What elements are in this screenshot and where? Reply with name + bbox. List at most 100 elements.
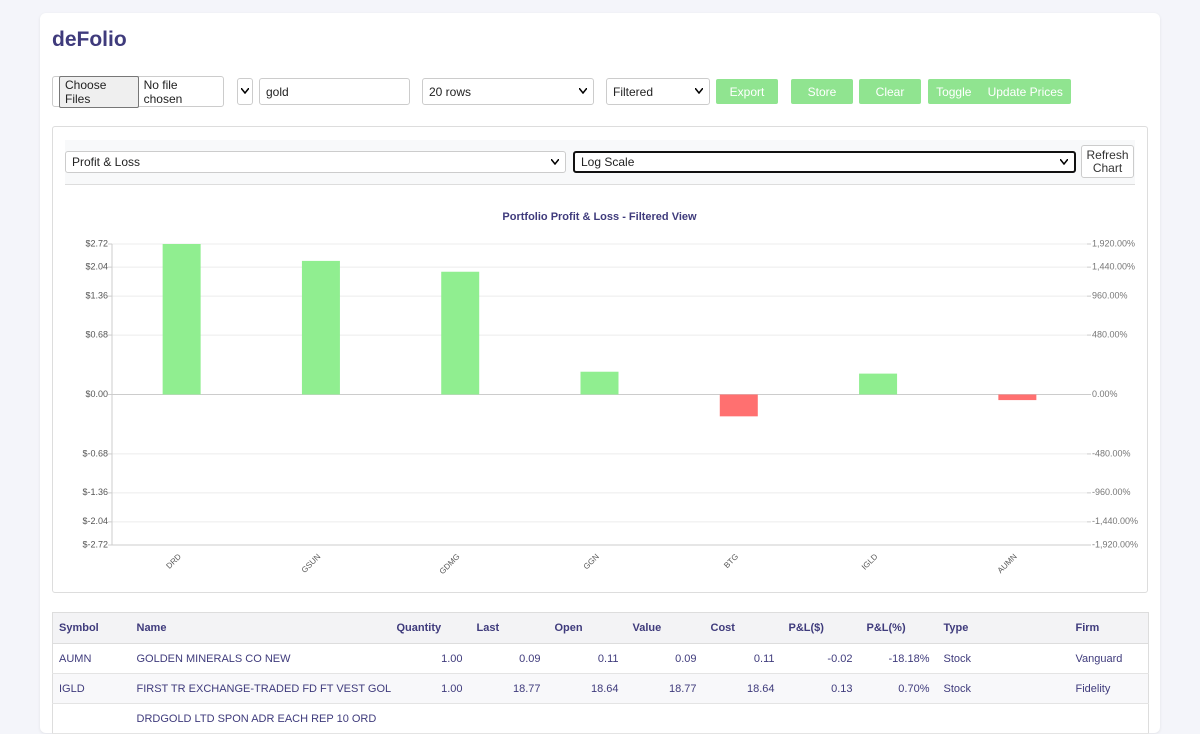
cell: 0.09	[470, 643, 549, 674]
x-tick-label: GDMG	[438, 552, 462, 576]
table-row[interactable]: IGLD FIRST TR EXCHANGE-TRADED FD FT VEST …	[52, 673, 1149, 704]
cell	[1069, 703, 1149, 734]
y2-tick-label: -1,920.00%	[1092, 539, 1138, 549]
column-header[interactable]: P&L(%)	[860, 612, 938, 644]
cell: Stock	[937, 673, 1070, 704]
cell: 18.77	[470, 673, 549, 704]
cell: IGLD	[52, 673, 131, 704]
column-header[interactable]: Quantity	[390, 612, 471, 644]
bar	[859, 373, 898, 395]
cell: 18.64	[704, 673, 783, 704]
cell	[626, 703, 705, 734]
table-row[interactable]: DRDGOLD LTD SPON ADR EACH REP 10 ORD	[52, 703, 1149, 734]
column-header[interactable]: Value	[626, 612, 705, 644]
cell: AUMN	[52, 643, 131, 674]
y2-tick-label: -480.00%	[1092, 448, 1131, 458]
bar	[719, 394, 758, 417]
y-tick-label: $-0.68	[82, 448, 108, 458]
y2-tick-label: 480.00%	[1092, 329, 1128, 339]
cell	[470, 703, 549, 734]
y-tick-label: $1.36	[85, 291, 108, 301]
small-select[interactable]	[237, 78, 253, 105]
cell: 0.11	[548, 643, 627, 674]
scale-value: Log Scale	[581, 155, 635, 169]
toggle-button[interactable]: Toggle	[936, 84, 972, 99]
cell	[860, 703, 938, 734]
cell: 18.77	[626, 673, 705, 704]
bar	[580, 371, 619, 395]
x-tick-label: GGN	[582, 552, 601, 571]
chart-title: Portfolio Profit & Loss - Filtered View	[502, 211, 697, 223]
toggle-group[interactable]: Toggle Update Prices	[928, 79, 1071, 104]
chevron	[241, 88, 249, 94]
view-select[interactable]: Filtered	[606, 78, 710, 105]
column-header[interactable]: Open	[548, 612, 627, 644]
metric-value: Profit & Loss	[72, 155, 141, 169]
search-input[interactable]: gold	[259, 78, 410, 105]
file-input[interactable]: Choose Files No file chosen	[52, 75, 224, 108]
view-value: Filtered	[613, 84, 654, 99]
bar	[998, 394, 1037, 401]
y2-tick-label: -960.00%	[1092, 487, 1131, 497]
scale-select[interactable]: Log Scale	[573, 151, 1076, 173]
chevron	[579, 88, 587, 94]
bar	[162, 244, 201, 395]
app-title: deFolio	[52, 28, 127, 51]
column-header[interactable]: Last	[470, 612, 549, 644]
bar	[301, 260, 340, 395]
header-row: Symbol Name Quantity Last Open Value Cost P&L($…	[52, 612, 1149, 644]
x-tick-label: BTG	[722, 552, 740, 570]
file-button[interactable]: Choose Files	[59, 75, 139, 108]
cell	[52, 703, 131, 734]
y-tick-label: $0.68	[85, 329, 108, 339]
y-tick-label: $0.00	[85, 389, 108, 399]
rows-value: 20 rows	[429, 84, 472, 99]
cell: 0.09	[626, 643, 705, 674]
cell: 1.00	[390, 643, 471, 674]
cell: 0.11	[704, 643, 783, 674]
cell: Fidelity	[1069, 673, 1149, 704]
cell	[704, 703, 783, 734]
column-header[interactable]: Name	[130, 612, 391, 644]
x-tick-label: GSUN	[300, 552, 323, 575]
cell	[937, 703, 1070, 734]
cell	[782, 703, 861, 734]
store-button[interactable]: Store	[791, 79, 853, 104]
bar	[441, 271, 480, 395]
y2-tick-label: 960.00%	[1092, 291, 1128, 301]
y-tick-label: $-1.36	[82, 487, 108, 497]
cell: Vanguard	[1069, 643, 1149, 674]
column-header[interactable]: Symbol	[52, 612, 131, 644]
cell	[390, 703, 471, 734]
y2-tick-label: 1,440.00%	[1092, 262, 1135, 272]
cell: 1.00	[390, 673, 471, 704]
refresh-button[interactable]: Refresh Chart	[1081, 145, 1134, 178]
page: deFolio Choose Files No file chosen gold…	[40, 13, 1160, 734]
column-header[interactable]: Type	[937, 612, 1070, 644]
export-button[interactable]: Export	[716, 79, 778, 104]
cell: 0.13	[782, 673, 861, 704]
y-tick-label: $2.72	[85, 238, 108, 248]
column-header[interactable]: P&L($)	[782, 612, 861, 644]
y-tick-label: $2.04	[85, 262, 108, 272]
table-row[interactable]: AUMN GOLDEN MINERALS CO NEW 1.00 0.09 0.11 0.…	[52, 643, 1149, 674]
chart: Portfolio Profit & Loss - Filtered View $…	[82, 211, 1138, 576]
cell: -18.18%	[860, 643, 938, 674]
cell: -0.02	[782, 643, 861, 674]
cell: FIRST TR EXCHANGE-TRADED FD FT VEST GOLD	[130, 673, 391, 704]
column-header[interactable]: Firm	[1069, 612, 1149, 644]
column-header[interactable]: Cost	[704, 612, 783, 644]
update-prices-button[interactable]: Update Prices	[987, 84, 1063, 99]
metric-select[interactable]: Profit & Loss	[65, 151, 566, 173]
y2-tick-label: 0.00%	[1092, 389, 1118, 399]
x-tick-label: DRD	[164, 552, 183, 571]
cell: 0.70%	[860, 673, 938, 704]
cell	[548, 703, 627, 734]
y2-tick-label: -1,440.00%	[1092, 516, 1138, 526]
rows-select[interactable]: 20 rows	[422, 78, 594, 105]
cell: GOLDEN MINERALS CO NEW	[130, 643, 391, 674]
chevron	[1060, 159, 1068, 165]
chart-panel	[52, 126, 1148, 593]
clear-button[interactable]: Clear	[859, 79, 921, 104]
x-tick-label: IGLD	[860, 552, 880, 572]
